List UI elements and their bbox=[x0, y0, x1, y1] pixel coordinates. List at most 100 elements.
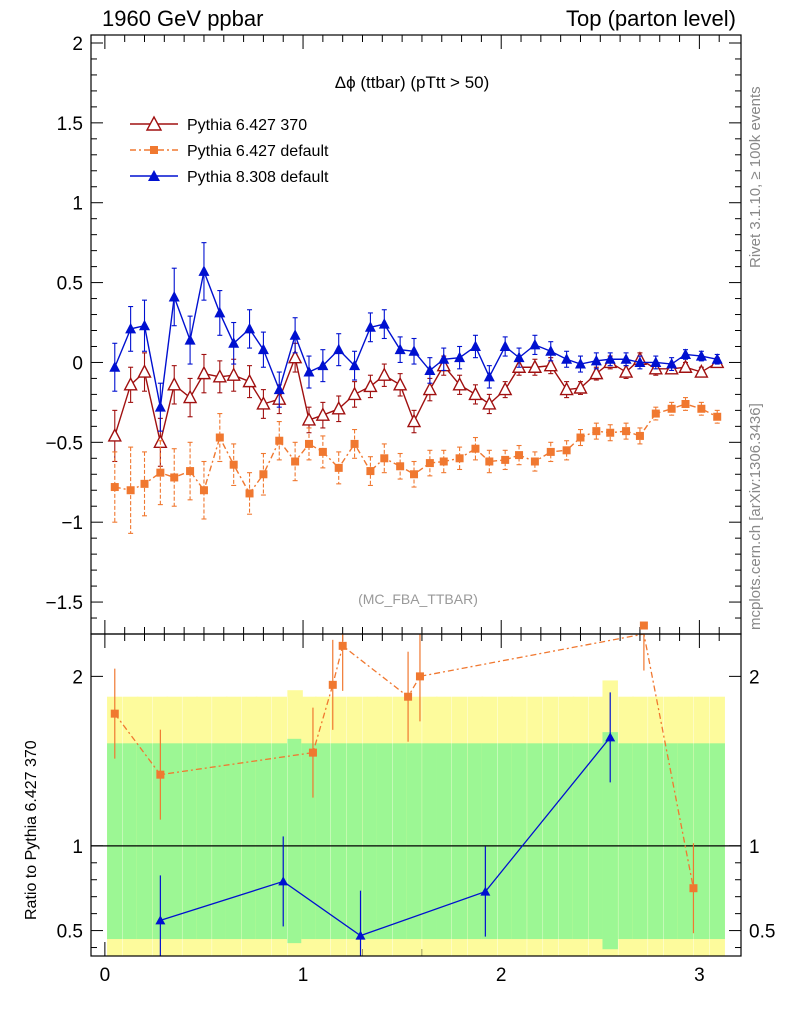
ratio-point bbox=[605, 732, 616, 742]
chart-title: Δϕ (ttbar) (pTtt > 50) bbox=[335, 73, 490, 92]
ratio-y-tick-label: 1 bbox=[72, 837, 83, 858]
data-point bbox=[363, 378, 378, 393]
data-point bbox=[422, 381, 438, 396]
ratio-y-axis: 0.5 0.5 1 1 2 2 bbox=[57, 667, 775, 949]
data-point bbox=[123, 376, 138, 391]
data-point bbox=[214, 306, 226, 318]
data-point bbox=[212, 368, 227, 383]
data-point bbox=[226, 367, 241, 381]
main-y-axis: −1.5 −1 −0.5 0 0.5 1 1.5 2 bbox=[45, 34, 741, 635]
data-point bbox=[317, 359, 329, 371]
data-point bbox=[667, 404, 676, 413]
ratio-band-inner bbox=[315, 743, 331, 940]
data-point bbox=[406, 413, 422, 428]
y-tick-label: 1.5 bbox=[57, 114, 83, 135]
legend-entry: Pythia 6.427 default bbox=[130, 143, 329, 160]
data-point bbox=[695, 350, 707, 361]
ratio-band-inner bbox=[406, 743, 422, 940]
data-point bbox=[137, 364, 152, 378]
data-point bbox=[215, 433, 224, 442]
ratio-band-inner bbox=[618, 743, 634, 940]
ratio-band-inner bbox=[376, 743, 393, 940]
data-point bbox=[366, 467, 375, 476]
data-point bbox=[713, 412, 722, 421]
data-point bbox=[259, 470, 268, 479]
ratio-series bbox=[155, 692, 616, 956]
data-point bbox=[396, 462, 405, 471]
data-point bbox=[592, 427, 601, 436]
data-point bbox=[394, 343, 406, 355]
data-point bbox=[377, 367, 392, 381]
data-point bbox=[498, 381, 513, 396]
data-point bbox=[242, 373, 257, 388]
data-point bbox=[515, 451, 524, 460]
data-point bbox=[318, 447, 327, 456]
data-point bbox=[256, 395, 271, 410]
data-point bbox=[483, 370, 495, 382]
ratio-band-inner bbox=[196, 743, 212, 940]
data-point bbox=[530, 457, 539, 466]
data-point bbox=[576, 433, 585, 442]
series-line bbox=[114, 268, 718, 408]
ratio-band-inner bbox=[122, 743, 139, 940]
ratio-point bbox=[480, 886, 491, 896]
ratio-band-inner bbox=[241, 743, 258, 940]
data-point bbox=[364, 321, 376, 332]
legend-marker bbox=[148, 170, 160, 181]
ratio-band-inner bbox=[467, 743, 484, 940]
ratio-band-inner bbox=[572, 743, 589, 940]
ratio-point bbox=[110, 709, 119, 718]
data-point bbox=[182, 389, 198, 404]
ratio-band-inner bbox=[392, 743, 408, 940]
ratio-band-inner bbox=[107, 743, 123, 940]
data-point bbox=[229, 460, 238, 469]
data-point bbox=[543, 357, 558, 372]
data-point bbox=[289, 329, 301, 340]
legend: Pythia 6.427 370 Pythia 6.427 default Pyth… bbox=[130, 115, 329, 186]
ratio-band-inner bbox=[693, 743, 710, 940]
data-point bbox=[651, 409, 660, 418]
data-point bbox=[513, 351, 525, 363]
data-point bbox=[301, 411, 317, 426]
legend-marker bbox=[145, 115, 163, 131]
ratio-point bbox=[308, 748, 317, 757]
ratio-band-inner bbox=[436, 743, 452, 940]
data-point bbox=[634, 356, 646, 367]
data-point bbox=[245, 489, 254, 498]
ratio-band-inner bbox=[709, 743, 725, 940]
data-point bbox=[485, 457, 494, 466]
data-point bbox=[438, 353, 450, 364]
ratio-band-inner bbox=[451, 743, 468, 940]
series-open-triangle bbox=[107, 342, 725, 467]
ratio-band-inner bbox=[558, 743, 575, 940]
data-point bbox=[501, 455, 510, 464]
legend-label: Pythia 6.427 370 bbox=[187, 117, 307, 134]
data-point bbox=[139, 319, 151, 331]
data-point bbox=[275, 436, 284, 445]
ratio-band-inner bbox=[543, 743, 559, 940]
ratio-band-inner bbox=[346, 743, 363, 940]
ratio-point bbox=[639, 621, 648, 630]
data-point bbox=[678, 359, 693, 373]
ratio-band-inner bbox=[225, 743, 242, 940]
ratio-point bbox=[415, 672, 424, 681]
data-point bbox=[170, 473, 179, 482]
series-square bbox=[110, 397, 722, 534]
legend-entry: Pythia 8.308 default bbox=[130, 169, 329, 186]
data-point bbox=[315, 407, 331, 421]
data-point bbox=[257, 343, 269, 355]
data-point bbox=[471, 444, 480, 453]
ratio-band-inner bbox=[632, 743, 648, 940]
data-point bbox=[559, 381, 574, 396]
data-point bbox=[545, 345, 557, 356]
ratio-uncertainty-bands bbox=[107, 680, 725, 956]
data-point bbox=[546, 447, 555, 456]
data-point bbox=[350, 439, 359, 448]
ratio-band-inner bbox=[212, 743, 228, 940]
data-point bbox=[650, 356, 662, 367]
data-point bbox=[303, 366, 315, 377]
data-point bbox=[380, 454, 389, 463]
data-point bbox=[196, 365, 212, 380]
data-point bbox=[331, 400, 346, 415]
data-point bbox=[410, 470, 419, 479]
